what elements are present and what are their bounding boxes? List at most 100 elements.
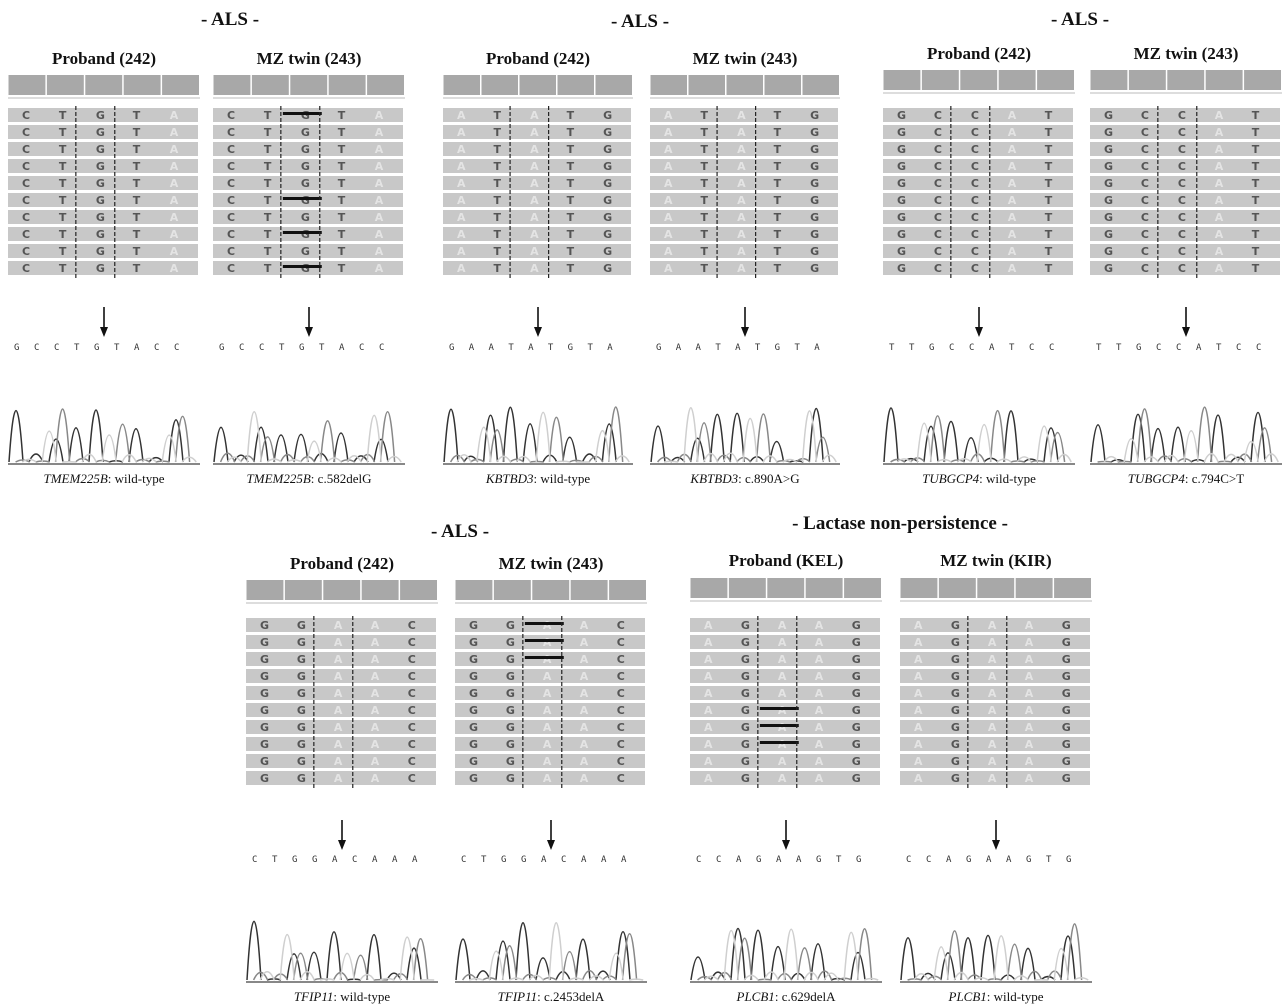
read-base: G <box>297 738 306 751</box>
read-base: T <box>1252 160 1260 173</box>
coverage-bin <box>213 75 251 95</box>
read <box>900 754 1090 768</box>
read-base: T <box>1252 143 1260 156</box>
coverage-bin <box>921 70 959 90</box>
coverage-bin <box>328 75 366 95</box>
read-base: C <box>227 262 235 275</box>
base-call: C <box>716 855 721 865</box>
coverage-bin <box>1205 70 1243 90</box>
gene-name: PLCB1 <box>948 989 987 1004</box>
read-base: T <box>1045 126 1053 139</box>
read-base: T <box>701 177 709 190</box>
panel-header: MZ twin (243) <box>1133 44 1239 63</box>
read-base: T <box>264 262 272 275</box>
read-base: C <box>408 653 416 666</box>
read-base: T <box>338 194 346 207</box>
read-base: C <box>22 126 30 139</box>
trace-channel <box>443 406 617 463</box>
coverage-bin <box>1015 578 1053 598</box>
deletion-mark <box>282 197 322 200</box>
read-base: A <box>664 262 673 275</box>
read-base: C <box>408 738 416 751</box>
base-call: G <box>856 855 861 865</box>
variant-label: c.582delG <box>317 471 372 486</box>
trace-channel <box>1103 430 1279 463</box>
coverage-bin <box>977 578 1015 598</box>
read-base: A <box>457 194 466 207</box>
panel-caption: TMEM225B: wild-type <box>43 471 165 486</box>
read-base: T <box>701 126 709 139</box>
read-base: A <box>170 262 179 275</box>
read-base: G <box>1104 211 1113 224</box>
read-base: G <box>810 160 819 173</box>
read-base: G <box>1062 619 1071 632</box>
read-base: G <box>852 687 861 700</box>
coverage-bin <box>998 70 1036 90</box>
read <box>1090 210 1280 224</box>
read-base: G <box>301 143 310 156</box>
read-base: A <box>1025 636 1034 649</box>
read-alignment: C T G T A C T G T A C T G T A C T G T A C T G T A C T G T A C T G T A C T G T A… <box>8 106 198 278</box>
read-base: C <box>971 109 979 122</box>
read <box>1090 244 1280 258</box>
section-title-als-2: - ALS - <box>610 11 670 32</box>
read-base: C <box>227 109 235 122</box>
read-base: G <box>897 262 906 275</box>
read-base: A <box>457 143 466 156</box>
read-base: A <box>988 636 997 649</box>
read <box>443 261 631 275</box>
read <box>8 108 198 122</box>
read <box>883 159 1073 173</box>
base-call: C <box>1176 343 1181 353</box>
read-base: C <box>1178 160 1186 173</box>
read <box>1090 193 1280 207</box>
read-base: G <box>951 653 960 666</box>
read-base: A <box>375 126 384 139</box>
read-base: C <box>408 636 416 649</box>
read-base: G <box>469 653 478 666</box>
read-base: G <box>897 109 906 122</box>
deletion-mark <box>759 707 799 710</box>
variant-label: wild-type <box>340 989 391 1004</box>
panel-caption: TFIP11: wild-type <box>293 989 391 1004</box>
coverage-bin <box>688 75 725 95</box>
read-base: C <box>408 704 416 717</box>
read-base: T <box>264 126 272 139</box>
read-base: G <box>260 772 269 785</box>
read-base: A <box>664 109 673 122</box>
base-call: T <box>889 343 895 353</box>
read <box>900 720 1090 734</box>
read <box>900 618 1090 632</box>
read-base: A <box>543 687 552 700</box>
coverage-bin <box>1128 70 1166 90</box>
read-base: T <box>1252 262 1260 275</box>
read-base: G <box>297 687 306 700</box>
read-base: C <box>971 160 979 173</box>
read-base: A <box>815 687 824 700</box>
read-base: T <box>567 160 575 173</box>
read <box>8 261 198 275</box>
read <box>883 261 1073 275</box>
read-base: A <box>170 109 179 122</box>
read-base: A <box>530 228 539 241</box>
read-alignment: C T G T A C T G T A C T G T A C T G T A C T G T A C T G T A C T G T A C T G T A… <box>213 106 403 278</box>
read-base: A <box>664 177 673 190</box>
read-base: G <box>1104 194 1113 207</box>
read-base: A <box>1215 262 1224 275</box>
base-call: T <box>114 343 120 353</box>
read-base: C <box>617 704 625 717</box>
read-base: G <box>469 619 478 632</box>
base-call: C <box>379 343 384 353</box>
read <box>213 176 403 190</box>
read-base: G <box>1104 262 1113 275</box>
read-base: A <box>170 211 179 224</box>
read-base: A <box>543 619 552 632</box>
read-base: G <box>469 721 478 734</box>
read-base: A <box>704 721 713 734</box>
deletion-mark <box>759 724 799 727</box>
base-call: G <box>449 343 454 353</box>
read <box>883 125 1073 139</box>
gene-name: TMEM225B <box>246 471 311 486</box>
coverage-bin <box>361 580 399 600</box>
